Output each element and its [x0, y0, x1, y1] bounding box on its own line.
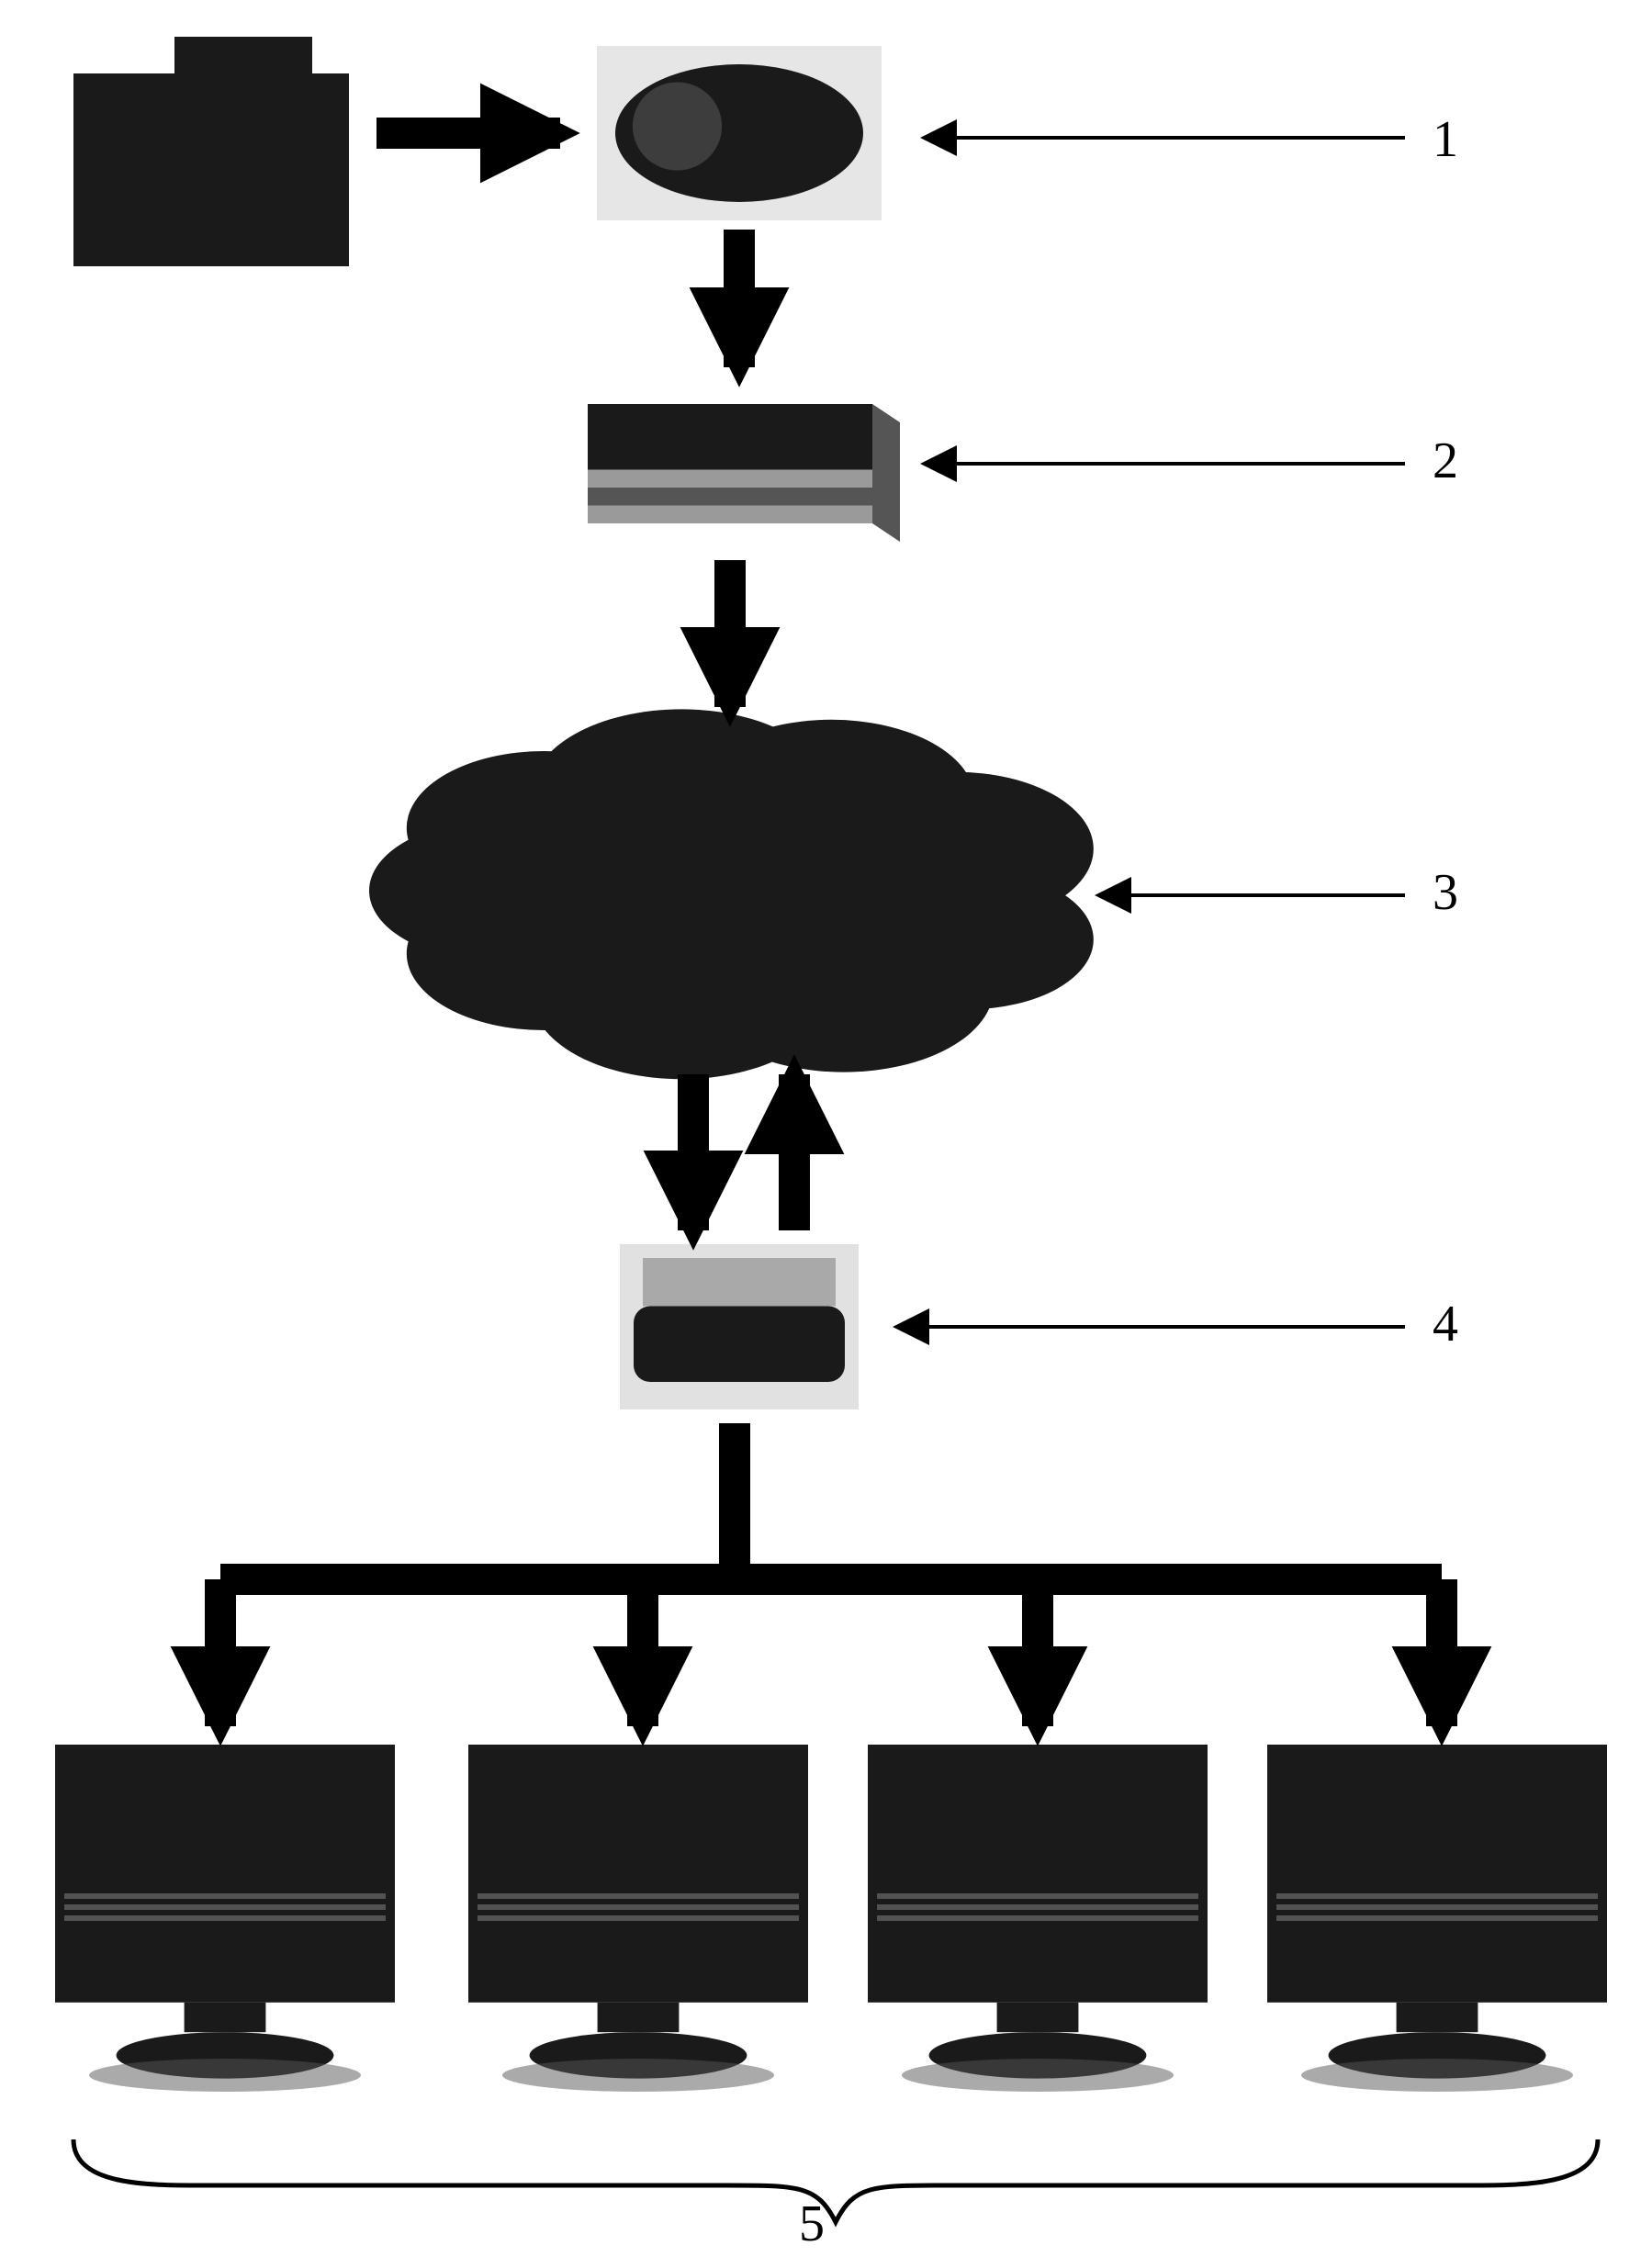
m1-monitor	[55, 1745, 395, 2092]
m3-monitor	[868, 1745, 1208, 2092]
source-block	[73, 37, 349, 266]
modem-node	[620, 1244, 859, 1409]
camera-node	[597, 46, 882, 220]
callout-label-l2: 2	[1433, 432, 1458, 489]
callout-label-l4: 4	[1433, 1296, 1458, 1353]
router-node	[588, 404, 900, 542]
callout-label-l5: 5	[799, 2195, 825, 2252]
fanout-arrows	[220, 1423, 1442, 1726]
m2-monitor	[468, 1745, 808, 2092]
callout-label-l1: 1	[1433, 111, 1458, 168]
callout-label-l3: 3	[1433, 864, 1458, 921]
monitors-brace	[73, 2139, 1598, 2222]
m4-monitor	[1267, 1745, 1607, 2092]
cloud-node	[369, 709, 1094, 1079]
